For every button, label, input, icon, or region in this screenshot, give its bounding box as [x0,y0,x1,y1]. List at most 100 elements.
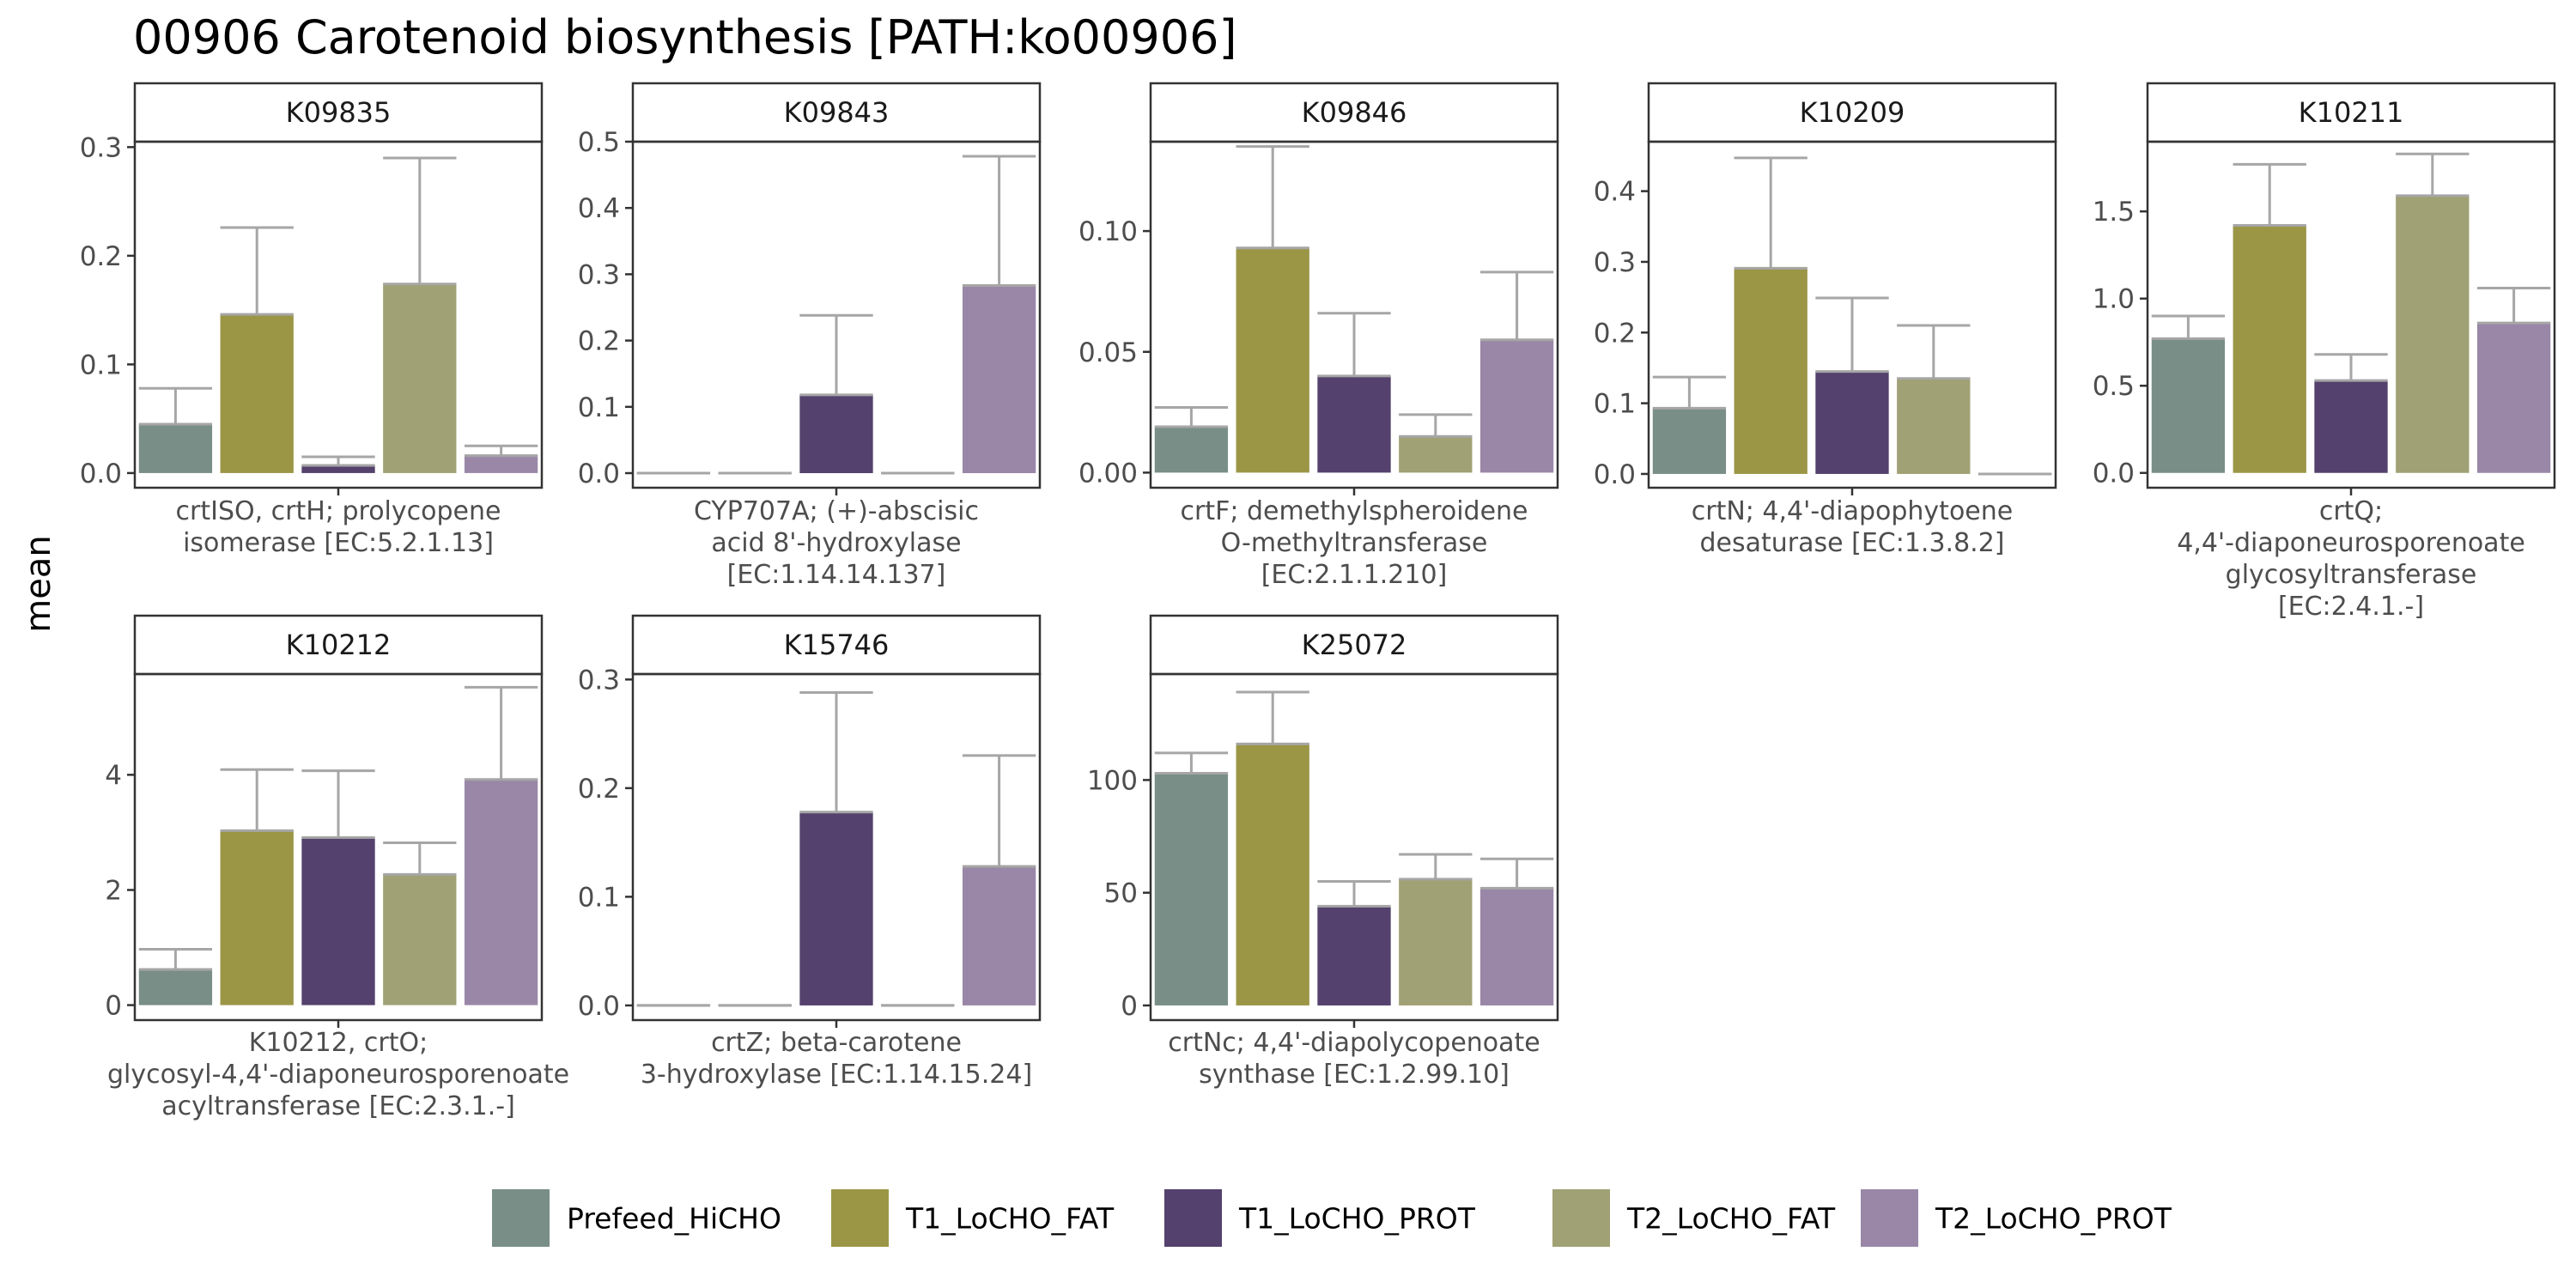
x-category-label: CYP707A; (+)-abscisic acid 8'-hydroxylase… [694,496,979,590]
error-bar-Prefeed_HiCHO [138,386,213,424]
error-bar-T2_LoCHO_FAT [2396,152,2470,196]
legend-label: T2_LoCHO_PROT [1935,1202,2172,1236]
bar-Prefeed_HiCHO [1154,773,1229,1005]
facet-strip-label: K25072 [1302,629,1407,661]
bar-T2_LoCHO_PROT [1479,888,1554,1005]
error-bar-T2_LoCHO_FAT [1897,324,1971,379]
error-bar-T2_LoCHO_FAT [1399,853,1473,879]
bar-T1_LoCHO_PROT [301,837,375,1005]
facet-strip [133,614,544,676]
bar-T1_LoCHO_PROT [1317,375,1391,473]
facet-panel-K10211: K10211 0.0 0.5 1.0 1.5 crtQ; 4,4'-diaponeurosp… [2093,82,2556,622]
facet-panel-K10212: K10212 0 2 4 K10212, crtO; glycosyl-4,4'-diap… [105,614,569,1121]
bar-Prefeed_HiCHO [2151,338,2226,473]
legend-key [1861,1189,1918,1247]
y-tick-label: 0.1 [578,392,620,423]
error-bar-T1_LoCHO_PROT [2314,353,2388,381]
error-bar-T1_LoCHO_PROT [1317,880,1391,907]
y-tick-label: 0.1 [1594,389,1636,420]
facet-strip [631,614,1042,676]
error-bar-T2_LoCHO_FAT [1399,413,1473,437]
bar-T1_LoCHO_FAT [220,314,294,473]
legend-item-T1_LoCHO_PROT: T1_LoCHO_PROT [1164,1189,1476,1247]
bar-T2_LoCHO_FAT [383,283,457,473]
bar-T1_LoCHO_FAT [2233,225,2306,473]
bar-Prefeed_HiCHO [138,423,213,473]
y-tick-label: 0 [105,991,122,1022]
error-bar-T2_LoCHO_PROT [2476,287,2551,324]
bar-T1_LoCHO_FAT [1236,744,1309,1005]
legend-key [1552,1189,1610,1247]
error-bar-Prefeed_HiCHO [1154,751,1229,774]
bar-Prefeed_HiCHO [1154,426,1229,473]
error-bar-T1_LoCHO_FAT [1236,145,1309,248]
y-tick-label: 0.00 [1078,458,1138,489]
y-tick-label: 50 [1104,878,1138,909]
error-bar-Prefeed_HiCHO [1154,405,1229,427]
facet-strip-label: K10209 [1800,96,1905,129]
bar-Prefeed_HiCHO [1652,408,1727,474]
x-category-label: crtISO, crtH; prolycopene isomerase [EC:5… [176,496,501,558]
legend-label: T1_LoCHO_PROT [1238,1202,1476,1236]
y-tick-label: 0.0 [1594,459,1636,490]
error-bar-T2_LoCHO_PROT [962,754,1036,866]
chart-title: 00906 Carotenoid biosynthesis [PATH:ko00… [133,10,1237,64]
error-bar-Prefeed_HiCHO [2151,314,2226,339]
error-bar-T1_LoCHO_FAT [1734,156,1807,269]
error-bar-T1_LoCHO_FAT [2233,162,2306,226]
y-tick-label: 2 [105,875,122,906]
facet-strip [1149,614,1559,676]
error-bar-T1_LoCHO_PROT [301,769,375,838]
facet-panel-K25072: K25072 0 50 100 crtNc; 4,4'-diapolycopenoate… [1087,614,1559,1090]
x-category-label: crtN; 4,4'-diapophytoene desaturase [EC:1… [1692,496,2013,558]
error-bar-T2_LoCHO_PROT [1479,270,1554,340]
facet-strip-label: K09843 [784,96,890,129]
legend-item-Prefeed_HiCHO: Prefeed_HiCHO [492,1189,781,1247]
error-bar-T2_LoCHO_PROT [464,685,538,780]
y-tick-label: 0.2 [80,241,122,272]
y-tick-label: 0.1 [80,349,122,380]
bar-T2_LoCHO_FAT [1399,878,1473,1005]
bar-T1_LoCHO_PROT [301,465,375,473]
y-tick-label: 0.3 [578,259,620,290]
error-bar-T2_LoCHO_PROT [962,155,1036,286]
y-tick-label: 0 [1121,991,1138,1022]
bar-T1_LoCHO_FAT [1734,268,1807,474]
y-tick-label: 0.4 [578,193,620,224]
error-bar-T1_LoCHO_PROT [1317,312,1391,376]
y-tick-label: 0.1 [578,882,620,913]
error-bar-T1_LoCHO_FAT [220,768,294,831]
bar-T2_LoCHO_PROT [962,866,1036,1005]
legend-label: T1_LoCHO_FAT [905,1202,1115,1236]
error-bar-T1_LoCHO_PROT [799,313,873,395]
facet-panels: K09835 0.0 0.1 0.2 0.3 crtISO, crtH; prolycop… [80,82,2556,1121]
error-bar-T1_LoCHO_PROT [1815,296,1889,372]
x-category-label: crtNc; 4,4'-diapolycopenoate synthase [EC… [1168,1028,1540,1090]
facet-strip [1647,82,2057,143]
legend-key [1164,1189,1222,1247]
facet-strip-label: K10212 [286,629,392,661]
y-tick-label: 0.4 [1594,177,1636,208]
y-tick-label: 0.2 [1594,318,1636,349]
bar-T1_LoCHO_PROT [1815,371,1889,474]
bar-T1_LoCHO_PROT [1317,906,1391,1005]
y-tick-label: 0.0 [80,459,122,489]
y-tick-label: 0.3 [80,132,122,163]
y-tick-label: 4 [105,760,122,791]
y-tick-label: 0.5 [578,127,620,158]
legend-item-T2_LoCHO_FAT: T2_LoCHO_FAT [1552,1189,1836,1247]
legend-key [831,1189,889,1247]
bar-T2_LoCHO_FAT [383,874,457,1005]
facet-panel-K10209: K10209 0.0 0.1 0.2 0.3 0.4 crtN; 4,4'-diapophy… [1594,82,2057,558]
error-bar-T1_LoCHO_FAT [1236,690,1309,744]
x-category-label: crtZ; beta-carotene 3-hydroxylase [EC:1.1… [641,1028,1032,1090]
facet-strip-label: K15746 [784,629,890,661]
x-category-label: K10212, crtO; glycosyl-4,4'-diaponeurospo… [107,1028,569,1121]
x-category-label: crtF; demethylspheroidene O-methyltransfe… [1180,496,1528,590]
bar-T2_LoCHO_FAT [1897,378,1971,474]
error-bar-T1_LoCHO_FAT [220,226,294,315]
legend-key [492,1189,550,1247]
bar-T1_LoCHO_PROT [799,811,873,1005]
bar-T1_LoCHO_FAT [1236,247,1309,473]
error-bar-T2_LoCHO_FAT [383,841,457,875]
